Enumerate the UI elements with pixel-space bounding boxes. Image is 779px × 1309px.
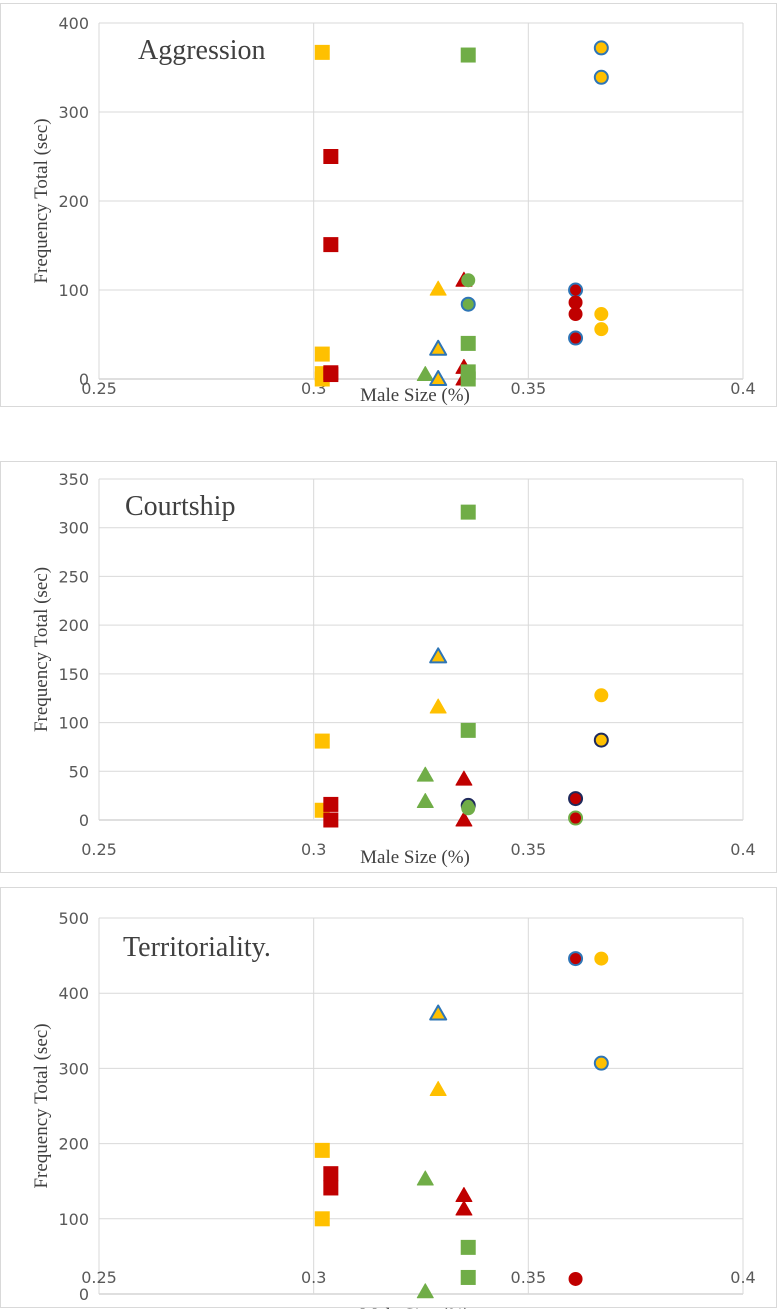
territoriality-chart-title: Territoriality. [123, 932, 271, 963]
territoriality-y-tick-label: 0 [79, 1285, 89, 1304]
courtship-data-point-circle [568, 791, 584, 807]
aggression-y-tick-label: 300 [58, 103, 89, 122]
territoriality-scatter-plot: 0 100 200 300 400 500 0.25 0.3 0.35 0.4 Territoria… [31, 909, 756, 1309]
courtship-y-tick-label: 200 [58, 616, 89, 635]
territoriality-data-point-triangle [416, 1283, 434, 1299]
courtship-y-tick-label: 50 [69, 762, 89, 781]
aggression-chart-panel: 0 100 200 300 400 0.25 0.3 0.35 0.4 Aggression Fre… [0, 3, 777, 407]
courtship-scatter-plot: 0 50 100 150 200 250 300 350 0.25 0.3 0.35 0.4 Court… [31, 470, 756, 868]
aggression-data-point-circle [593, 69, 609, 85]
territoriality-y-axis-title: Frequency Total (sec) [31, 1023, 52, 1188]
territoriality-y-tick-label: 300 [58, 1059, 89, 1078]
territoriality-chart-panel: 0 100 200 300 400 500 0.25 0.3 0.35 0.4 Territoria… [0, 887, 777, 1309]
territoriality-data-point-square [314, 1142, 330, 1158]
aggression-data-point-triangle [416, 366, 434, 382]
courtship-data-point-circle [594, 688, 609, 703]
territoriality-data-point-triangle [429, 1004, 448, 1021]
courtship-data-point-triangle [429, 698, 447, 714]
courtship-data-point-square [314, 733, 330, 749]
courtship-data-point-square [323, 812, 339, 828]
courtship-data-point-circle [568, 810, 584, 826]
courtship-data-point-triangle [416, 766, 434, 782]
aggression-data-point-square [323, 237, 339, 253]
aggression-data-point-circle [568, 330, 584, 346]
courtship-x-axis-title: Male Size (%) [360, 847, 470, 868]
territoriality-data-point-square [323, 1166, 339, 1182]
aggression-y-tick-label: 200 [58, 192, 89, 211]
courtship-data-point-triangle [429, 647, 448, 664]
courtship-y-tick-label: 100 [58, 714, 89, 733]
aggression-data-point-circle [568, 295, 583, 310]
courtship-y-tick-label: 300 [58, 519, 89, 538]
courtship-chart-panel: 0 50 100 150 200 250 300 350 0.25 0.3 0.35 0.4 Court… [0, 461, 777, 873]
territoriality-y-tick-label: 200 [58, 1135, 89, 1154]
aggression-data-point-circle [461, 273, 476, 288]
territoriality-x-tick-label: 0.3 [301, 1268, 326, 1287]
territoriality-y-tick-label: 100 [58, 1210, 89, 1229]
courtship-chart-title: Courtship [125, 491, 235, 522]
courtship-y-tick-label: 350 [58, 470, 89, 489]
territoriality-y-tick-label: 400 [58, 984, 89, 1003]
territoriality-x-tick-label: 0.35 [511, 1268, 547, 1287]
aggression-data-point-square [314, 44, 330, 60]
courtship-y-tick-label: 150 [58, 665, 89, 684]
aggression-data-point-square [314, 346, 330, 362]
courtship-data-point-circle [461, 801, 476, 816]
courtship-data-point-circle [593, 732, 609, 748]
courtship-x-tick-label: 0.4 [730, 840, 755, 859]
courtship-x-tick-label: 0.3 [301, 840, 326, 859]
courtship-x-tick-label: 0.35 [511, 840, 547, 859]
territoriality-data-point-circle [593, 1055, 609, 1071]
territoriality-x-tick-label: 0.25 [81, 1268, 117, 1287]
courtship-x-tick-label: 0.25 [81, 840, 117, 859]
courtship-y-tick-label: 250 [58, 567, 89, 586]
aggression-data-point-circle [593, 40, 609, 56]
aggression-chart-title: Aggression [138, 35, 266, 66]
territoriality-data-point-triangle [429, 1080, 447, 1096]
aggression-x-tick-label: 0.4 [730, 379, 755, 398]
aggression-y-axis-title: Frequency Total (sec) [31, 118, 52, 283]
territoriality-data-point-square [323, 1180, 339, 1196]
aggression-y-tick-label: 0 [79, 370, 89, 389]
aggression-x-axis-title: Male Size (%) [360, 385, 470, 406]
aggression-data-point-triangle [429, 339, 448, 356]
aggression-x-tick-label: 0.35 [511, 379, 547, 398]
aggression-data-point-square [460, 335, 476, 351]
courtship-y-tick-label: 0 [79, 811, 89, 830]
aggression-y-tick-label: 100 [58, 281, 89, 300]
territoriality-data-point-square [314, 1211, 330, 1227]
territoriality-x-tick-label: 0.4 [730, 1268, 755, 1287]
territoriality-data-point-square [460, 1269, 476, 1285]
aggression-data-point-circle [460, 296, 476, 312]
aggression-data-point-square [460, 371, 476, 387]
aggression-data-point-circle [594, 307, 609, 322]
aggression-data-point-square [323, 149, 339, 164]
territoriality-data-point-circle [594, 951, 609, 966]
courtship-y-axis-title: Frequency Total (sec) [31, 567, 52, 732]
courtship-data-point-square [323, 796, 339, 812]
aggression-data-point-triangle [429, 370, 448, 386]
territoriality-data-point-square [460, 1239, 476, 1255]
aggression-x-tick-label: 0.25 [81, 379, 117, 398]
aggression-data-point-square [323, 367, 339, 383]
aggression-data-point-circle [568, 282, 584, 298]
territoriality-x-axis-title: Male Size (%) [360, 1305, 470, 1309]
territoriality-data-point-triangle [455, 1200, 473, 1216]
aggression-data-point-circle [594, 322, 609, 337]
aggression-y-tick-label: 400 [58, 14, 89, 33]
territoriality-y-tick-label: 500 [58, 909, 89, 928]
territoriality-data-point-triangle [455, 1186, 473, 1202]
aggression-data-point-square [460, 47, 476, 63]
courtship-data-point-triangle [455, 811, 473, 827]
aggression-data-point-triangle [429, 280, 447, 296]
courtship-data-point-square [460, 722, 476, 738]
courtship-data-point-triangle [416, 792, 434, 808]
aggression-data-point-circle [568, 307, 583, 322]
territoriality-data-point-circle [568, 951, 584, 967]
territoriality-data-point-triangle [416, 1170, 434, 1186]
territoriality-data-point-circle [568, 1271, 583, 1286]
courtship-data-point-triangle [455, 770, 473, 786]
courtship-data-point-square [460, 504, 476, 520]
